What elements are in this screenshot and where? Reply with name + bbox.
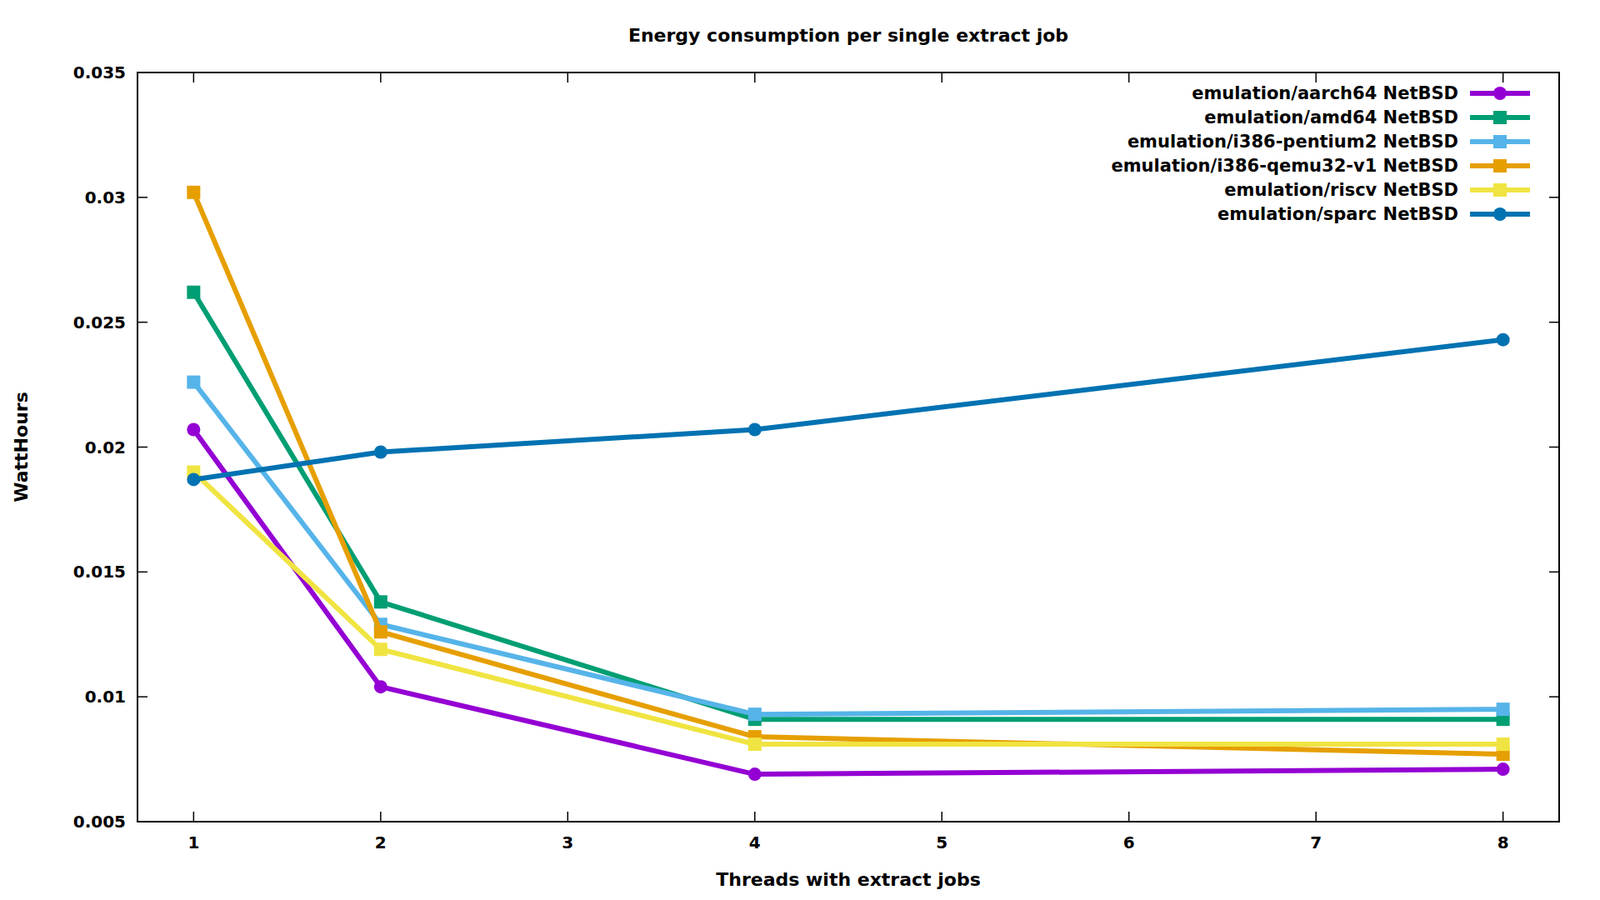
x-tick-mirror	[940, 72, 943, 83]
marker	[1493, 86, 1507, 100]
x-tick-mirror	[754, 72, 756, 83]
y-tick	[137, 695, 148, 698]
plot-frame	[137, 72, 1560, 822]
y-tick-mirror	[1549, 446, 1560, 449]
marker	[1496, 762, 1510, 776]
x-tick-mirror	[193, 72, 195, 83]
marker	[1493, 110, 1507, 125]
legend: emulation/aarch64 NetBSD emulation/amd64 …	[1110, 83, 1530, 225]
marker	[186, 185, 200, 200]
series-line	[193, 192, 1503, 755]
x-tick-mirror	[1502, 72, 1505, 83]
x-tick	[193, 811, 195, 822]
x-tick	[754, 811, 756, 822]
marker	[1493, 135, 1507, 149]
x-tick-mirror	[1315, 72, 1317, 83]
marker	[186, 472, 200, 486]
marker	[748, 423, 762, 437]
marker	[374, 642, 388, 656]
marker	[1496, 702, 1510, 716]
legend-label: emulation/i386-qemu32-v1 NetBSD	[1110, 155, 1459, 176]
series-line	[193, 382, 1503, 715]
y-tick-label: 0.02	[85, 437, 126, 458]
x-tick-label: 7	[1310, 832, 1322, 853]
x-axis-label: Threads with extract jobs	[715, 869, 981, 890]
y-tick-mirror	[1549, 571, 1560, 574]
x-tick-label: 5	[935, 832, 948, 853]
marker	[1493, 183, 1507, 197]
marker	[374, 445, 388, 459]
marker	[1493, 159, 1507, 173]
series-line	[193, 430, 1503, 775]
y-tick-mirror	[1549, 321, 1560, 324]
marker	[748, 767, 762, 781]
marker	[748, 737, 762, 751]
y-tick-mirror	[1549, 695, 1560, 698]
y-tick-label: 0.015	[73, 561, 126, 582]
marker	[374, 680, 388, 694]
x-tick-label: 8	[1497, 832, 1510, 853]
x-tick	[380, 811, 382, 822]
x-tick	[940, 811, 943, 822]
y-tick	[137, 446, 148, 449]
y-tick	[137, 196, 148, 199]
x-tick	[1502, 811, 1505, 822]
y-axis-label: WattHours	[10, 391, 32, 503]
legend-label: emulation/sparc NetBSD	[1217, 204, 1459, 225]
x-tick-mirror	[380, 72, 382, 83]
legend-label: emulation/amd64 NetBSD	[1204, 107, 1459, 128]
plot-area	[186, 185, 1510, 781]
y-tick-label: 0.01	[85, 686, 126, 707]
x-tick-label: 3	[561, 832, 574, 853]
legend-label: emulation/riscv NetBSD	[1224, 180, 1459, 200]
chart: Energy consumption per single extract jo…	[0, 0, 1600, 900]
x-tick-mirror	[1128, 72, 1130, 83]
series-line	[193, 340, 1503, 480]
marker	[374, 595, 388, 609]
y-tick	[137, 571, 148, 574]
marker	[748, 707, 762, 721]
series-line	[193, 471, 1503, 745]
marker	[186, 375, 200, 390]
x-tick-label: 2	[375, 832, 387, 853]
x-tick	[1128, 811, 1130, 822]
y-tick-mirror	[1549, 196, 1560, 199]
x-tick	[1315, 811, 1317, 822]
x-tick-label: 1	[187, 832, 200, 853]
marker	[186, 423, 200, 437]
series-line	[193, 292, 1503, 720]
y-tick-label: 0.03	[85, 187, 126, 208]
x-tick	[567, 811, 570, 822]
x-tick-label: 6	[1123, 832, 1135, 853]
y-tick-label: 0.025	[73, 312, 126, 333]
marker	[1496, 737, 1510, 751]
x-tick-mirror	[567, 72, 570, 83]
x-tick-label: 4	[749, 832, 761, 853]
y-tick-label: 0.005	[73, 811, 126, 832]
legend-label: emulation/aarch64 NetBSD	[1191, 83, 1459, 104]
marker	[1493, 207, 1507, 221]
marker	[374, 625, 388, 639]
y-tick-label: 0.035	[73, 62, 126, 83]
legend-label: emulation/i386-pentium2 NetBSD	[1127, 131, 1459, 152]
y-tick	[137, 321, 148, 324]
title: Energy consumption per single extract jo…	[628, 25, 1069, 46]
marker	[1496, 333, 1510, 347]
marker	[186, 285, 200, 300]
